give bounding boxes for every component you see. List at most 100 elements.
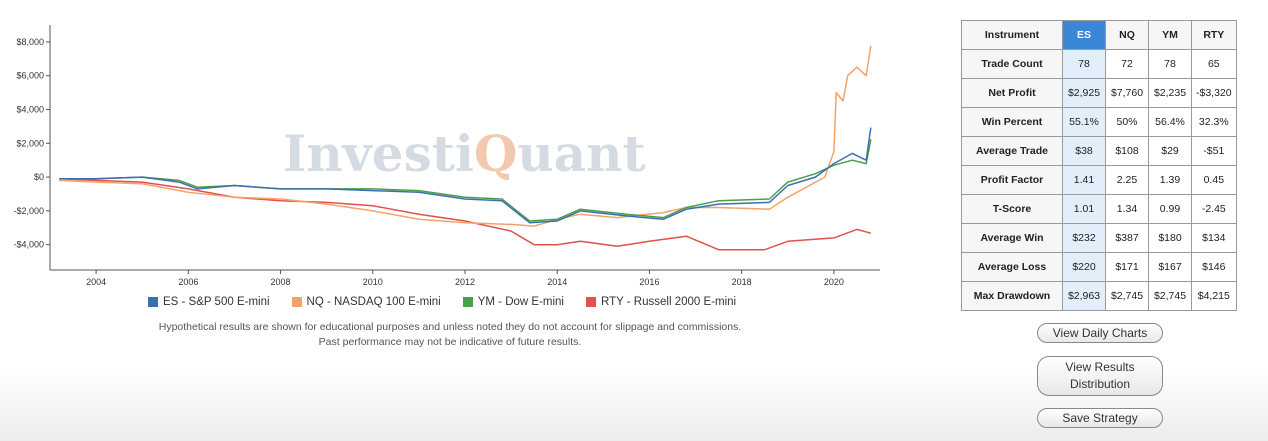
y-tick-label: $4,000 — [16, 104, 44, 114]
header-nq[interactable]: NQ — [1105, 20, 1149, 50]
equity-chart: InvestiQuant $8,000 $6,000 $4,000 $2,000 $0 -… — [13, 25, 880, 287]
legend-swatch-rty — [586, 297, 596, 307]
header-ym[interactable]: YM — [1148, 20, 1192, 50]
cell-rty: $4,215 — [1191, 281, 1237, 311]
cell-nq: $2,745 — [1105, 281, 1149, 311]
watermark-logo: InvestiQuant — [283, 124, 646, 183]
cell-nq: 1.34 — [1105, 194, 1149, 224]
header-es[interactable]: ES — [1062, 20, 1106, 50]
legend-label-rty: RTY - Russell 2000 E-mini — [601, 296, 737, 308]
table-row: Net Profit $2,925 $7,760 $2,235 -$3,320 — [961, 78, 1237, 108]
disclaimer-line-1: Hypothetical results are shown for educa… — [158, 321, 742, 333]
cell-rty: -$3,320 — [1191, 78, 1237, 108]
table-header-row: Instrument ES NQ YM RTY — [961, 20, 1237, 50]
legend-item-es[interactable]: ES - S&P 500 E-mini — [148, 296, 270, 308]
cell-es: 78 — [1062, 49, 1106, 79]
cell-nq: 2.25 — [1105, 165, 1149, 195]
legend-item-ym[interactable]: YM - Dow E-mini — [462, 296, 564, 308]
x-tick-label: 2018 — [732, 277, 752, 287]
x-tick-label: 2012 — [455, 277, 475, 287]
x-tick-label: 2006 — [178, 277, 198, 287]
cell-es: $232 — [1062, 223, 1106, 253]
series-line-ym — [59, 139, 872, 222]
cell-nq: 72 — [1105, 49, 1149, 79]
y-axis-ticks: $8,000 $6,000 $4,000 $2,000 $0 -$2,000 -$4,000 — [13, 37, 50, 250]
legend-label-nq: NQ - NASDAQ 100 E-mini — [306, 296, 441, 308]
cell-es: $2,963 — [1062, 281, 1106, 311]
cell-ym: $2,745 — [1148, 281, 1192, 311]
cell-es: 1.01 — [1062, 194, 1106, 224]
disclaimer: Hypothetical results are shown for educa… — [60, 320, 840, 350]
cell-ym: $167 — [1148, 252, 1192, 282]
stats-table: Instrument ES NQ YM RTY Trade Count 78 7… — [961, 20, 1237, 311]
cell-ym: 78 — [1148, 49, 1192, 79]
table-row: Average Win $232 $387 $180 $134 — [961, 223, 1237, 253]
header-rty[interactable]: RTY — [1191, 20, 1237, 50]
series-line-rty — [59, 178, 871, 251]
y-tick-label: $0 — [34, 172, 44, 182]
cell-nq: $387 — [1105, 223, 1149, 253]
table-row: Average Trade $38 $108 $29 -$51 — [961, 136, 1237, 166]
cell-es: $38 — [1062, 136, 1106, 166]
chart-legend: ES - S&P 500 E-mini NQ - NASDAQ 100 E-mi… — [148, 296, 736, 308]
series-lines — [59, 45, 872, 251]
watermark-text-2: uant — [517, 124, 645, 183]
legend-item-rty[interactable]: RTY - Russell 2000 E-mini — [586, 296, 736, 308]
cell-rty: 32.3% — [1191, 107, 1237, 137]
x-tick-label: 2010 — [363, 277, 383, 287]
x-tick-label: 2008 — [271, 277, 291, 287]
metric-label: Average Trade — [961, 136, 1063, 166]
legend-item-nq[interactable]: NQ - NASDAQ 100 E-mini — [291, 296, 441, 308]
x-tick-label: 2016 — [639, 277, 659, 287]
legend-swatch-es — [148, 297, 158, 307]
header-instrument: Instrument — [961, 20, 1063, 50]
y-tick-label: $6,000 — [16, 71, 44, 81]
table-row: Average Loss $220 $171 $167 $146 — [961, 252, 1237, 282]
watermark-text-q: Q — [474, 124, 518, 183]
legend-label-es: ES - S&P 500 E-mini — [163, 296, 270, 308]
cell-ym: 0.99 — [1148, 194, 1192, 224]
metric-label: Max Drawdown — [961, 281, 1063, 311]
cell-rty: 65 — [1191, 49, 1237, 79]
metric-label: T-Score — [961, 194, 1063, 224]
series-line-nq — [59, 45, 872, 227]
x-tick-label: 2020 — [824, 277, 844, 287]
table-row: Profit Factor 1.41 2.25 1.39 0.45 — [961, 165, 1237, 195]
cell-rty: -$51 — [1191, 136, 1237, 166]
cell-rty: 0.45 — [1191, 165, 1237, 195]
cell-ym: 56.4% — [1148, 107, 1192, 137]
y-tick-label: $8,000 — [16, 37, 44, 47]
cell-ym: $2,235 — [1148, 78, 1192, 108]
y-tick-label: -$4,000 — [13, 240, 44, 250]
cell-es: $220 — [1062, 252, 1106, 282]
view-results-distribution-button[interactable]: View Results Distribution — [1037, 356, 1163, 396]
metric-label: Win Percent — [961, 107, 1063, 137]
cell-es: 55.1% — [1062, 107, 1106, 137]
series-line-es — [59, 127, 872, 224]
legend-swatch-nq — [291, 297, 302, 307]
metric-label: Profit Factor — [961, 165, 1063, 195]
save-strategy-button[interactable]: Save Strategy — [1037, 408, 1163, 428]
cell-rty: -2.45 — [1191, 194, 1237, 224]
watermark-text-1: Investi — [283, 124, 474, 183]
cell-es: 1.41 — [1062, 165, 1106, 195]
metric-label: Average Loss — [961, 252, 1063, 282]
disclaimer-line-2: Past performance may not be indicative o… — [318, 336, 582, 348]
results-distribution-label-2: Distribution — [1069, 377, 1131, 391]
metric-label: Net Profit — [961, 78, 1063, 108]
cell-ym: $29 — [1148, 136, 1192, 166]
cell-rty: $146 — [1191, 252, 1237, 282]
cell-ym: 1.39 — [1148, 165, 1192, 195]
cell-nq: $171 — [1105, 252, 1149, 282]
legend-label-ym: YM - Dow E-mini — [477, 296, 564, 308]
cell-rty: $134 — [1191, 223, 1237, 253]
x-tick-label: 2014 — [547, 277, 567, 287]
cell-nq: $7,760 — [1105, 78, 1149, 108]
table-row: Trade Count 78 72 78 65 — [961, 49, 1237, 79]
x-axis-ticks: 2004 2006 2008 2010 2012 2014 2016 2018 2020 — [86, 270, 844, 287]
table-row: Win Percent 55.1% 50% 56.4% 32.3% — [961, 107, 1237, 137]
cell-nq: $108 — [1105, 136, 1149, 166]
view-daily-charts-button[interactable]: View Daily Charts — [1037, 323, 1163, 343]
y-tick-label: -$2,000 — [13, 206, 44, 216]
cell-es: $2,925 — [1062, 78, 1106, 108]
